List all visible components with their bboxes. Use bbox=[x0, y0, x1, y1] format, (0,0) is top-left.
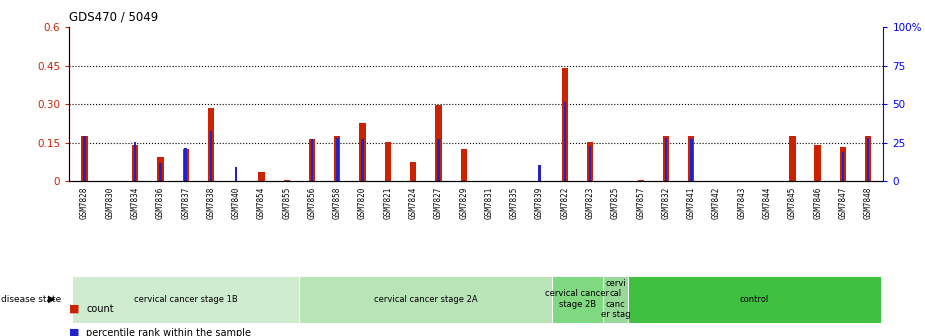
Bar bbox=[258, 172, 265, 181]
Bar bbox=[309, 139, 315, 181]
Bar bbox=[840, 147, 846, 181]
Text: control: control bbox=[740, 295, 769, 303]
Text: GSM7837: GSM7837 bbox=[181, 186, 191, 218]
Text: GSM7834: GSM7834 bbox=[130, 186, 140, 218]
Text: GSM7829: GSM7829 bbox=[459, 186, 468, 218]
Bar bbox=[461, 149, 467, 181]
Bar bbox=[589, 146, 591, 181]
Text: count: count bbox=[86, 304, 114, 314]
Bar bbox=[538, 165, 541, 181]
Bar bbox=[134, 141, 136, 181]
Bar bbox=[603, 276, 628, 323]
Text: GSM7824: GSM7824 bbox=[409, 186, 418, 218]
Bar bbox=[159, 163, 162, 181]
Text: cervical cancer stage 2A: cervical cancer stage 2A bbox=[374, 295, 477, 303]
Text: ■: ■ bbox=[69, 328, 80, 336]
Text: GSM7832: GSM7832 bbox=[661, 186, 671, 218]
Text: GSM7847: GSM7847 bbox=[838, 186, 847, 218]
Bar bbox=[210, 131, 212, 181]
Text: ▶: ▶ bbox=[48, 294, 55, 304]
Bar bbox=[362, 139, 364, 181]
Bar bbox=[688, 136, 695, 181]
Bar bbox=[300, 276, 552, 323]
Text: GSM7840: GSM7840 bbox=[232, 186, 241, 218]
Text: GSM7848: GSM7848 bbox=[864, 186, 872, 218]
Text: GSM7827: GSM7827 bbox=[434, 186, 443, 218]
Text: ■: ■ bbox=[69, 304, 80, 314]
Text: GSM7828: GSM7828 bbox=[80, 186, 89, 218]
Bar bbox=[438, 139, 439, 181]
Bar bbox=[208, 108, 214, 181]
Bar bbox=[865, 136, 871, 181]
Text: GSM7846: GSM7846 bbox=[813, 186, 822, 218]
Text: GSM7845: GSM7845 bbox=[788, 186, 796, 218]
Bar bbox=[132, 145, 138, 181]
Bar bbox=[284, 180, 290, 181]
Text: GSM7822: GSM7822 bbox=[561, 186, 570, 218]
Bar bbox=[842, 152, 845, 181]
Bar bbox=[587, 142, 593, 181]
Text: GSM7830: GSM7830 bbox=[105, 186, 115, 218]
Bar bbox=[83, 136, 86, 181]
Bar bbox=[663, 136, 669, 181]
Text: GSM7841: GSM7841 bbox=[686, 186, 696, 218]
Bar bbox=[628, 276, 881, 323]
Bar bbox=[235, 167, 238, 181]
Bar bbox=[690, 139, 693, 181]
Bar bbox=[563, 101, 566, 181]
Text: GSM7838: GSM7838 bbox=[206, 186, 216, 218]
Bar bbox=[72, 276, 300, 323]
Text: GSM7820: GSM7820 bbox=[358, 186, 367, 218]
Text: cervical cancer stage 1B: cervical cancer stage 1B bbox=[134, 295, 238, 303]
Text: GDS470 / 5049: GDS470 / 5049 bbox=[69, 10, 158, 23]
Text: disease state: disease state bbox=[1, 295, 61, 303]
Bar bbox=[552, 276, 603, 323]
Text: GSM7825: GSM7825 bbox=[610, 186, 620, 218]
Text: GSM7823: GSM7823 bbox=[586, 186, 595, 218]
Text: GSM7842: GSM7842 bbox=[712, 186, 721, 218]
Bar bbox=[182, 149, 189, 181]
Bar bbox=[665, 138, 667, 181]
Text: GSM7857: GSM7857 bbox=[636, 186, 646, 218]
Bar bbox=[184, 148, 187, 181]
Bar bbox=[637, 180, 644, 181]
Text: GSM7835: GSM7835 bbox=[510, 186, 519, 218]
Text: GSM7856: GSM7856 bbox=[307, 186, 316, 218]
Text: GSM7836: GSM7836 bbox=[156, 186, 165, 218]
Bar bbox=[311, 139, 314, 181]
Bar bbox=[789, 136, 796, 181]
Text: GSM7844: GSM7844 bbox=[762, 186, 771, 218]
Bar bbox=[385, 142, 391, 181]
Bar bbox=[410, 162, 416, 181]
Bar bbox=[360, 124, 365, 181]
Bar bbox=[867, 138, 869, 181]
Text: cervi
cal
canc
er stag: cervi cal canc er stag bbox=[600, 279, 630, 319]
Bar bbox=[336, 138, 339, 181]
Bar bbox=[334, 136, 340, 181]
Bar bbox=[81, 136, 88, 181]
Bar bbox=[815, 144, 820, 181]
Bar bbox=[157, 157, 164, 181]
Text: GSM7855: GSM7855 bbox=[282, 186, 291, 218]
Text: GSM7839: GSM7839 bbox=[535, 186, 544, 218]
Text: GSM7843: GSM7843 bbox=[737, 186, 746, 218]
Text: percentile rank within the sample: percentile rank within the sample bbox=[86, 328, 251, 336]
Text: GSM7831: GSM7831 bbox=[485, 186, 494, 218]
Bar bbox=[561, 68, 568, 181]
Text: GSM7821: GSM7821 bbox=[383, 186, 392, 218]
Text: GSM7854: GSM7854 bbox=[257, 186, 266, 218]
Text: cervical cancer
stage 2B: cervical cancer stage 2B bbox=[546, 289, 610, 309]
Text: GSM7858: GSM7858 bbox=[333, 186, 342, 218]
Bar bbox=[436, 106, 441, 181]
